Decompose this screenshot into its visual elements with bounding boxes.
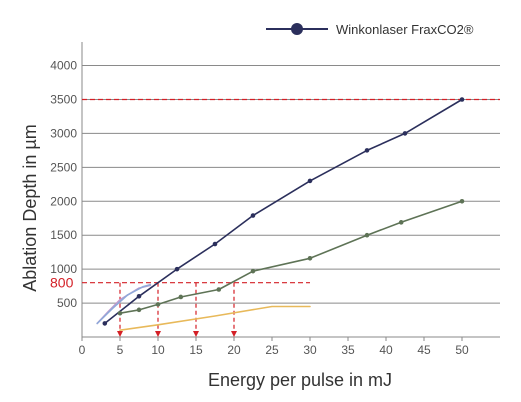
x-tick-label: 40 — [379, 343, 393, 357]
series-point-1 — [136, 307, 142, 313]
y-tick-label: 1000 — [50, 262, 77, 276]
series-point-1 — [155, 302, 161, 307]
reference-arrowhead — [155, 331, 161, 337]
series-point-1 — [117, 310, 123, 316]
series-point-1 — [364, 232, 370, 238]
series-point-0 — [136, 293, 142, 299]
legend-label: Winkonlaser FraxCO2® — [336, 22, 474, 37]
x-tick-label: 20 — [227, 343, 241, 357]
series-point-0 — [102, 321, 108, 326]
x-tick-label: 5 — [117, 343, 124, 357]
x-tick-label: 10 — [151, 343, 165, 357]
reference-arrowhead — [117, 331, 123, 337]
series-point-0 — [364, 148, 370, 153]
x-axis-title: Energy per pulse in mJ — [208, 370, 392, 390]
axes — [81, 41, 500, 341]
series-point-0 — [402, 131, 408, 136]
legend: Winkonlaser FraxCO2® — [266, 22, 474, 37]
y-tick-label: 3000 — [50, 126, 77, 140]
x-tick-label: 35 — [341, 343, 355, 357]
y-axis-title: Ablation Depth in µm — [20, 124, 40, 291]
y-tick-label: 1500 — [50, 228, 77, 242]
reference-arrowhead — [231, 331, 237, 337]
y-tick-label: 500 — [57, 296, 77, 310]
series-point-1 — [307, 255, 313, 261]
x-tick-label: 15 — [189, 343, 203, 357]
series-point-0 — [212, 241, 218, 247]
y-tick-label: 3500 — [50, 92, 77, 106]
x-tick-label: 25 — [265, 343, 279, 357]
series-point-1 — [216, 287, 222, 292]
reference-lines — [82, 98, 500, 337]
grid-lines — [82, 65, 500, 304]
series-point-1 — [459, 198, 465, 204]
y-tick-label: 2000 — [50, 194, 77, 208]
y-tick-label: 2500 — [50, 160, 77, 174]
series-point-1 — [178, 294, 184, 300]
tick-labels: 500 1000 1500 2000 2500 3000 3500 4000 0 5 10 15 20 2… — [50, 59, 469, 357]
data-series — [96, 97, 465, 332]
series-point-0 — [174, 266, 180, 272]
x-tick-label: 45 — [417, 343, 431, 357]
series-line-4 — [96, 283, 152, 325]
x-tick-label: 50 — [455, 343, 469, 357]
series-point-1 — [250, 268, 256, 274]
x-tick-label: 30 — [303, 343, 317, 357]
series-point-0 — [459, 97, 465, 102]
series-point-1 — [398, 220, 404, 225]
series-point-0 — [250, 213, 256, 218]
x-tick-label: 0 — [79, 343, 86, 357]
reference-arrowhead — [193, 331, 199, 337]
series-line-2 — [119, 305, 311, 332]
y-tick-label: 4000 — [50, 59, 77, 73]
series-point-0 — [307, 178, 313, 184]
series-line-3 — [96, 284, 152, 325]
reference-value-label: 800 — [50, 275, 74, 291]
series-line-1 — [119, 200, 463, 315]
legend-marker — [291, 23, 303, 35]
